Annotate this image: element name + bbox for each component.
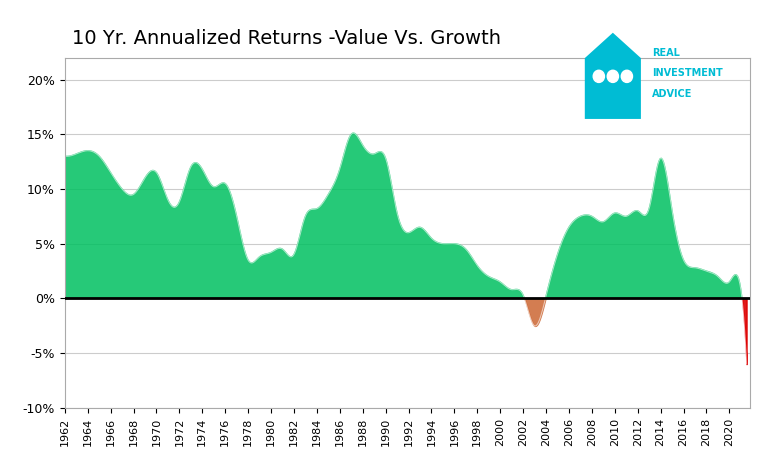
- Circle shape: [607, 70, 618, 83]
- Circle shape: [593, 70, 604, 83]
- Text: INVESTMENT: INVESTMENT: [652, 68, 723, 78]
- Circle shape: [621, 70, 633, 83]
- Text: ADVICE: ADVICE: [652, 89, 692, 99]
- Text: 10 Yr. Annualized Returns -Value Vs. Growth: 10 Yr. Annualized Returns -Value Vs. Gro…: [72, 29, 500, 48]
- Polygon shape: [584, 33, 641, 119]
- Text: REAL: REAL: [652, 48, 680, 58]
